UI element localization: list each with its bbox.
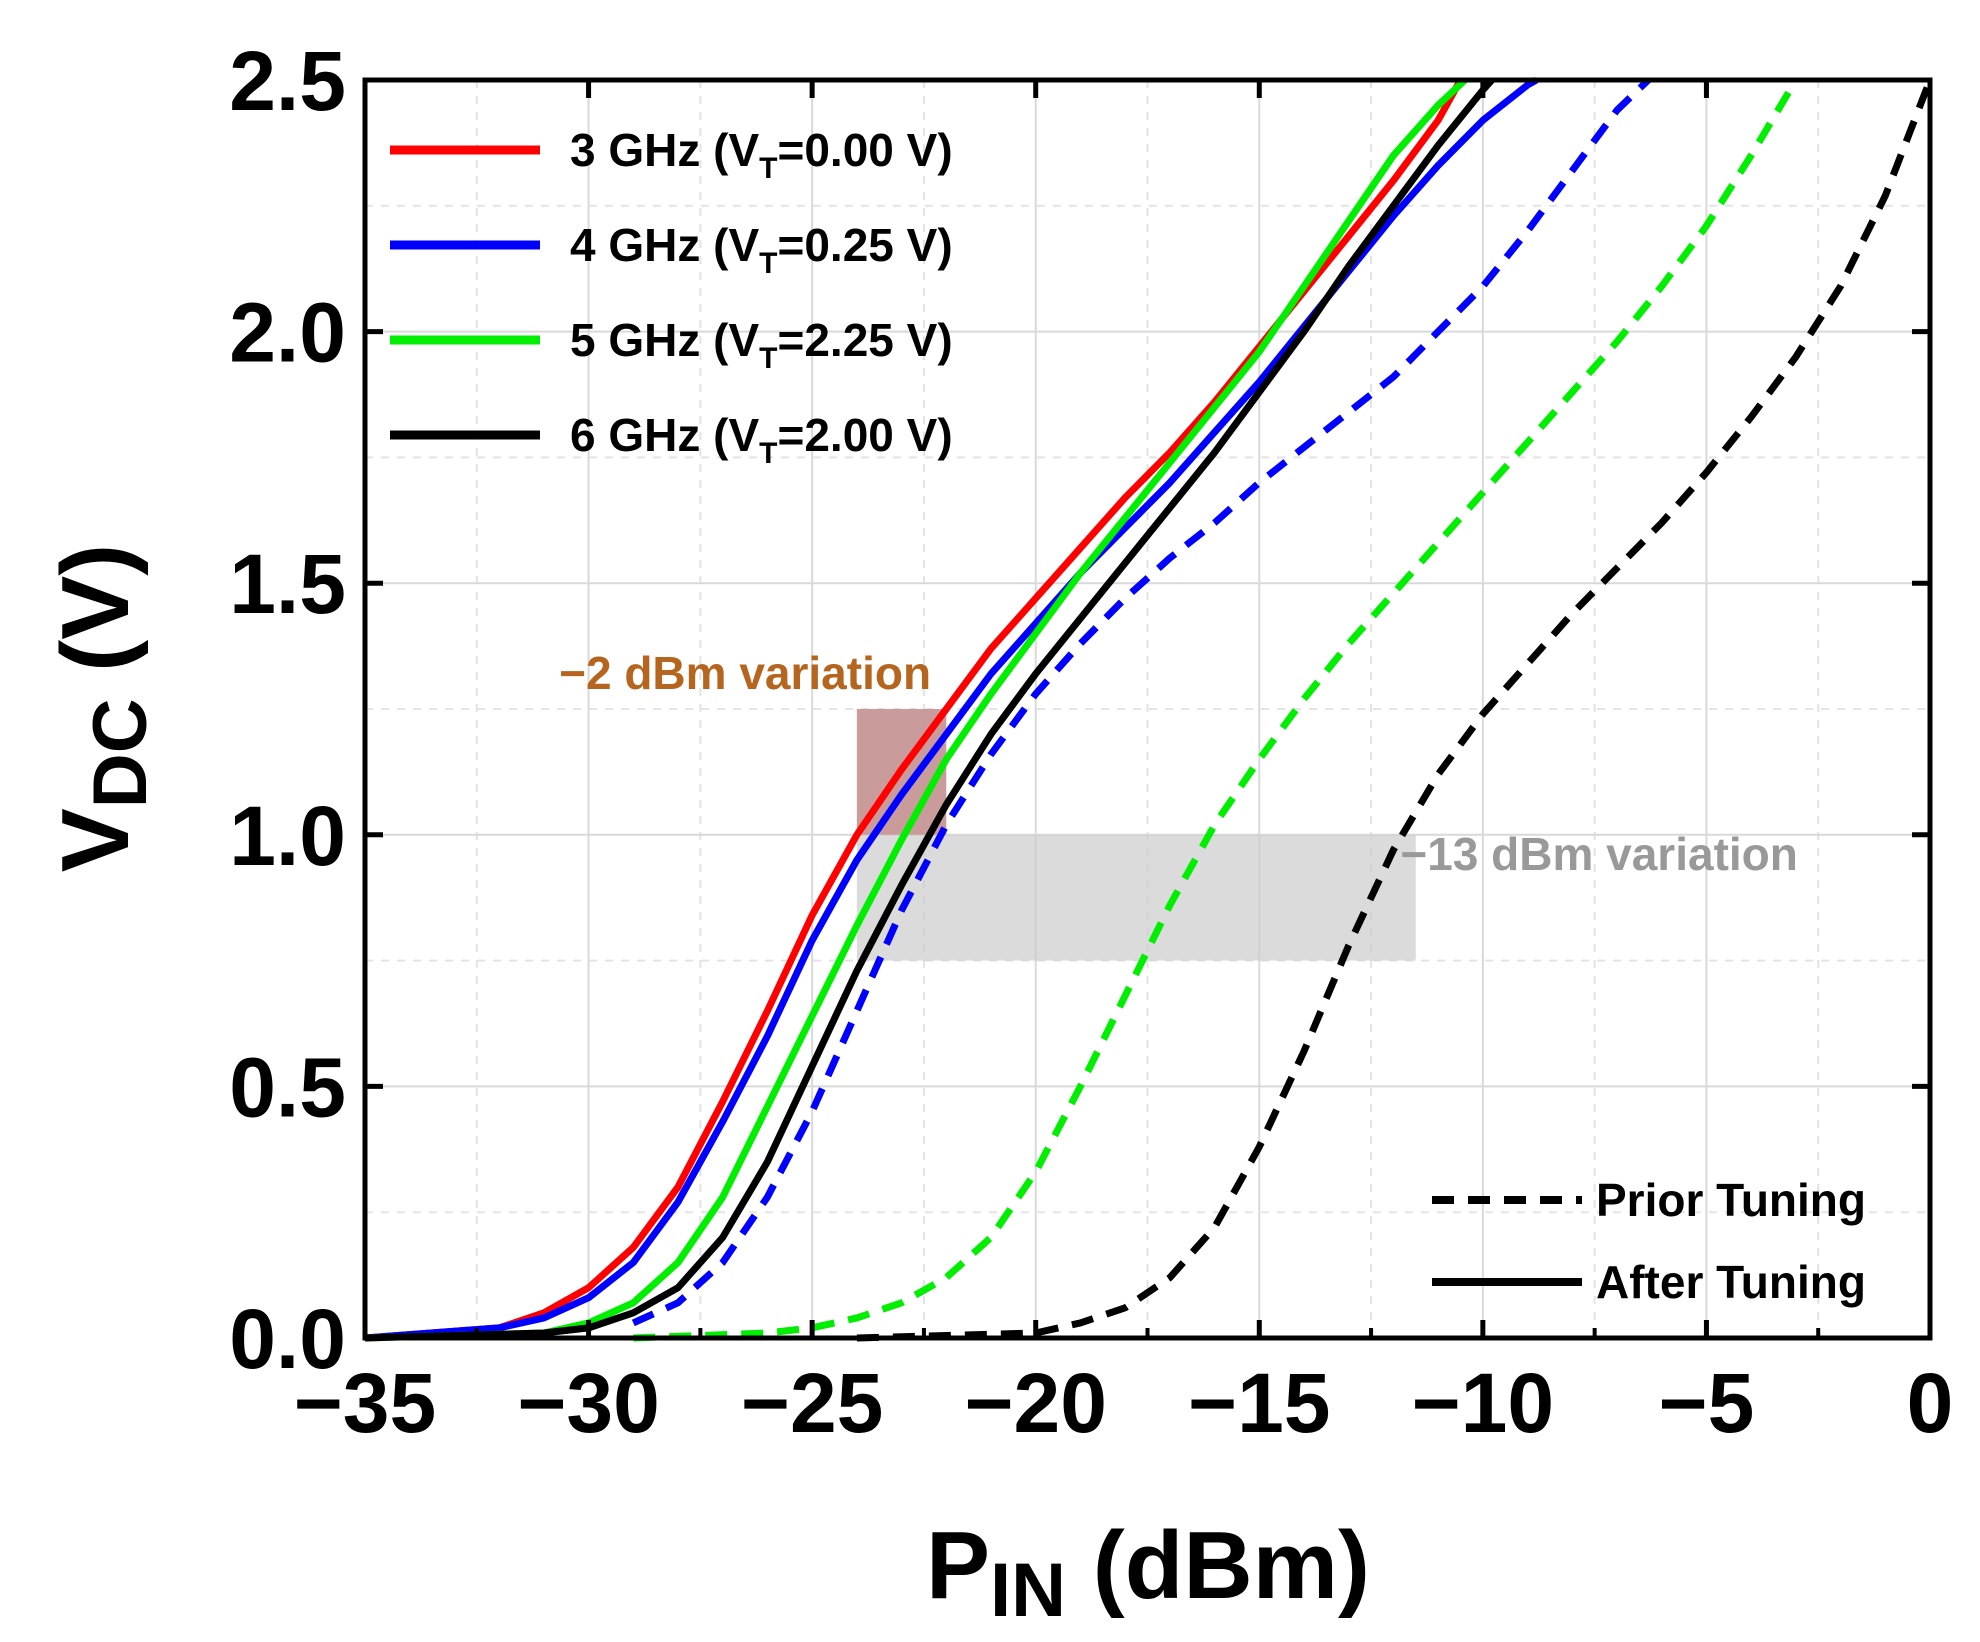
x-axis-label-rest: (dBm) — [1066, 1512, 1370, 1619]
x-tick-label: −30 — [517, 1356, 660, 1450]
legend-label-main: 5 GHz (V — [570, 314, 759, 366]
y-tick-label: 0.5 — [229, 1040, 346, 1134]
series-line — [633, 78, 1799, 1342]
x-tick-label: −35 — [294, 1356, 437, 1450]
x-axis-label-sub: IN — [990, 1548, 1066, 1633]
x-tick-label: −10 — [1412, 1356, 1555, 1450]
style-legend: Prior Tuning After Tuning — [1432, 1174, 1866, 1308]
legend-label-main: 4 GHz (V — [570, 219, 759, 271]
y-axis-label-sub: DC — [78, 698, 163, 808]
legend-label-main: 6 GHz (V — [570, 409, 759, 461]
x-tick-label: −5 — [1659, 1356, 1755, 1450]
legend-label-rest: =0.25 V) — [777, 219, 952, 271]
series-line — [856, 78, 1934, 1342]
y-axis-label-main: V — [42, 808, 149, 872]
x-tick-label: 0 — [1907, 1356, 1954, 1450]
y-tick-label: 1.5 — [229, 537, 346, 631]
y-axis-label-rest: (V) — [42, 544, 149, 699]
series-line — [364, 77, 1468, 1342]
x-tick-label: −20 — [964, 1356, 1107, 1450]
legend-label: 5 GHz (VT=2.25 V) — [570, 314, 953, 375]
series-line — [364, 78, 1464, 1342]
style-legend-label: Prior Tuning — [1596, 1174, 1866, 1226]
y-tick-label: 0.0 — [229, 1292, 346, 1386]
x-axis-label-main: P — [926, 1512, 990, 1619]
legend-label: 3 GHz (VT=0.00 V) — [570, 124, 953, 185]
annotations: −2 dBm variation −13 dBm variation — [559, 647, 1798, 880]
x-tick-label: −25 — [741, 1356, 884, 1450]
legend-label: 6 GHz (VT=2.00 V) — [570, 409, 953, 470]
axis-ticks — [362, 77, 1933, 1341]
series-line — [364, 76, 1539, 1342]
legend-label: 4 GHz (VT=0.25 V) — [570, 219, 953, 280]
legend-label-rest: =2.25 V) — [777, 314, 952, 366]
x-axis-label: PIN (dBm) — [926, 1512, 1370, 1633]
annotation-label: −13 dBm variation — [1400, 828, 1798, 880]
y-tick-label: 2.5 — [229, 34, 346, 128]
grid — [365, 80, 1930, 1338]
legend-label-rest: =0.00 V) — [777, 124, 952, 176]
annotation-regions — [856, 709, 1416, 961]
legend-label-sub: T — [759, 437, 777, 470]
series-layer — [364, 76, 1934, 1342]
x-tick-labels: −35 −30 −25 −20 −15 −10 −5 0 — [294, 1356, 1954, 1450]
style-legend-label: After Tuning — [1596, 1256, 1866, 1308]
y-tick-label: 1.0 — [229, 789, 346, 883]
y-axis-label: VDC (V) — [42, 544, 163, 872]
y-tick-labels: 0.0 0.5 1.0 1.5 2.0 2.5 — [229, 34, 346, 1386]
annotation-region — [856, 834, 1416, 961]
legend: 3 GHz (VT=0.00 V)4 GHz (VT=0.25 V)5 GHz … — [390, 124, 953, 470]
legend-label-rest: =2.00 V) — [777, 409, 952, 461]
x-tick-label: −15 — [1188, 1356, 1331, 1450]
series-line — [631, 77, 1651, 1327]
legend-label-main: 3 GHz (V — [570, 124, 759, 176]
annotation-label: −2 dBm variation — [559, 647, 931, 699]
series-line — [364, 77, 1495, 1342]
legend-label-sub: T — [759, 152, 777, 185]
legend-label-sub: T — [759, 247, 777, 280]
legend-label-sub: T — [759, 342, 777, 375]
y-tick-label: 2.0 — [229, 286, 346, 380]
